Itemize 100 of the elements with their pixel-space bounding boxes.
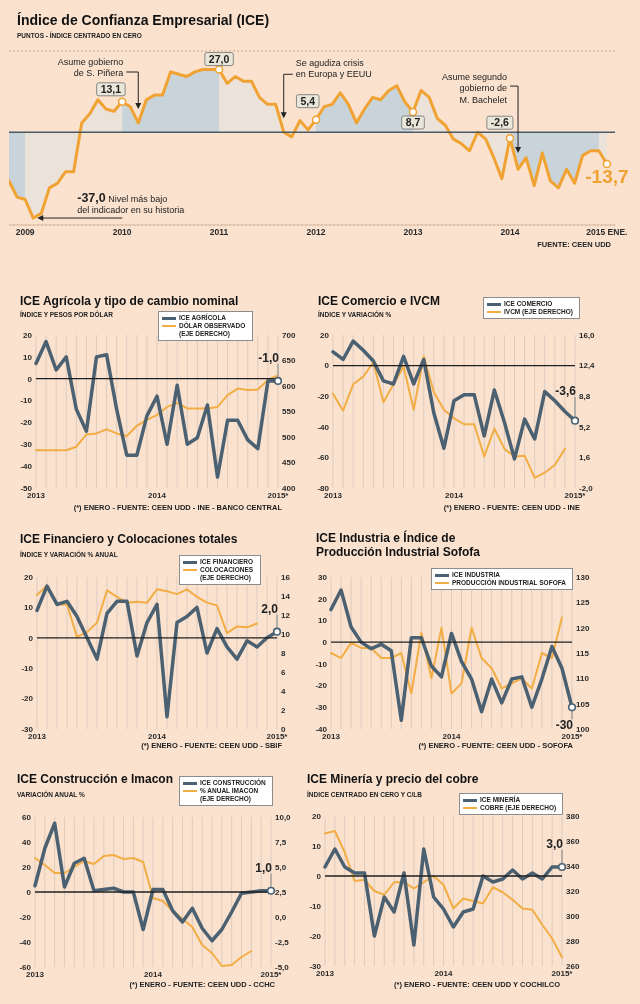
y-tick-label: 20 [22, 862, 32, 872]
y2-tick-label: 380 [566, 811, 580, 821]
x-tick-label: 2014 [442, 731, 461, 741]
x-tick-label: 2011 [209, 227, 229, 238]
point [602, 159, 612, 169]
point [117, 97, 127, 107]
x-tick-label: 2010 [112, 227, 132, 238]
y-tick-label: 10 [24, 603, 34, 613]
x-tick-label: 2013 [27, 490, 46, 500]
y2-tick-label: 2,5 [275, 887, 287, 897]
data-label: 8,7 [405, 116, 421, 129]
point [505, 133, 515, 143]
x-tick-label: 2015* [561, 731, 584, 741]
x-tick-label: 2014 [434, 968, 453, 978]
y-tick-label: -40 [20, 461, 33, 471]
y-tick-label: -60 [317, 453, 330, 463]
y2-tick-label: 340 [566, 861, 580, 871]
y-tick-label: -10 [20, 396, 33, 406]
y2-tick-label: 10 [281, 629, 291, 639]
y2-tick-label: 5,0 [275, 862, 287, 872]
x-tick-label: 2014 [148, 490, 167, 500]
y2-tick-label: 0,0 [275, 912, 287, 922]
y-tick-label: 0 [26, 887, 32, 897]
y2-tick-label: 8,8 [579, 392, 591, 402]
y-tick-label: 0 [28, 633, 34, 643]
annotation: -3,6 [555, 383, 577, 398]
chart-title: ICE Construcción e Imacon [17, 772, 175, 786]
y-tick-label: -40 [317, 422, 330, 432]
y2-tick-label: 500 [282, 432, 296, 442]
y-tick-label: -20 [19, 912, 32, 922]
y2-tick-label: 280 [566, 936, 580, 946]
x-tick-label: 2014 [445, 490, 464, 500]
y2-tick-label: 650 [282, 356, 296, 366]
x-tick-label: 2013 [322, 731, 341, 741]
y-tick-label: 20 [312, 811, 322, 821]
y-tick-label: -80 [317, 483, 330, 493]
y2-tick-label: 400 [282, 483, 296, 493]
y-tick-label: -20 [309, 931, 322, 941]
y2-tick-label: 130 [576, 572, 590, 582]
y2-tick-label: 550 [282, 407, 296, 417]
x-tick-label: 2014 [148, 731, 167, 741]
point [311, 115, 321, 124]
chart-title: Índice de Confianza Empresarial (ICE) [17, 12, 271, 28]
chart-title: ICE Financiero y Colocaciones totales [20, 532, 239, 546]
y-tick-label: 10 [312, 841, 322, 851]
x-tick-label: 2015* [551, 968, 574, 978]
y2-tick-label: 300 [566, 911, 580, 921]
line-series [324, 830, 563, 959]
annotation: -37,0 Nivel más bajo del indicador en su historia [77, 190, 185, 216]
y-tick-label: -10 [21, 664, 34, 674]
y2-tick-label: 125 [576, 598, 590, 608]
annotation: Se agudiza crisis en Europa y EEUU [295, 57, 372, 80]
y-tick-label: -50 [20, 483, 33, 493]
y2-tick-label: 4 [281, 686, 286, 696]
y-tick-label: -20 [21, 694, 34, 704]
data-label: -2,6 [490, 116, 510, 129]
y-tick-label: -10 [309, 901, 322, 911]
y2-tick-label: 5,2 [579, 422, 591, 432]
y2-tick-label: -5,0 [275, 962, 290, 972]
y2-tick-label: -2,0 [579, 483, 594, 493]
y2-tick-label: 700 [282, 330, 296, 340]
line-series [36, 584, 258, 638]
chart-title: ICE Comercio e IVCM [318, 294, 442, 308]
chart-title: ICE Industria e Índice de Producción Industrial Sofofa [316, 531, 481, 559]
y2-tick-label: 360 [566, 836, 580, 846]
data-label: 2,0 [261, 601, 279, 616]
x-tick-label: 2013 [28, 731, 47, 741]
y-tick-label: 20 [24, 572, 34, 582]
y-tick-label: 0 [316, 871, 322, 881]
y-tick-label: -20 [317, 392, 330, 402]
data-label: 27,0 [208, 52, 230, 65]
y-tick-label: -20 [20, 418, 33, 428]
y-tick-label: -10 [315, 659, 328, 669]
y2-tick-label: -2,5 [275, 937, 290, 947]
y-tick-label: 30 [318, 572, 328, 582]
point [214, 65, 224, 74]
y-tick-label: 0 [322, 637, 328, 647]
x-tick-label: 2015* [266, 731, 289, 741]
x-tick-label: 2013 [26, 969, 45, 979]
x-tick-label: 2013 [316, 968, 335, 978]
y-tick-label: 60 [22, 812, 32, 822]
y2-tick-label: 115 [576, 648, 590, 658]
x-tick-label: 2013 [403, 227, 423, 238]
y-tick-label: -40 [19, 937, 32, 947]
data-label: -1,0 [258, 350, 280, 365]
y-tick-label: -30 [21, 724, 34, 734]
y2-tick-label: 100 [576, 724, 590, 734]
y-tick-label: -20 [315, 681, 328, 691]
y2-tick-label: 14 [281, 591, 291, 601]
data-label: 5,4 [300, 94, 316, 107]
data-label: -13,7 [585, 165, 629, 187]
y2-tick-label: 320 [566, 886, 580, 896]
y2-tick-label: 10,0 [275, 812, 292, 822]
data-label: 1,0 [255, 860, 273, 875]
y-tick-label: 0 [27, 374, 33, 384]
y2-tick-label: 110 [576, 674, 590, 684]
y2-tick-label: 450 [282, 458, 296, 468]
x-tick-label: 2015* [260, 969, 283, 979]
chart-title: ICE Agrícola y tipo de cambio nominal [20, 294, 240, 308]
y-tick-label: 0 [324, 361, 330, 371]
